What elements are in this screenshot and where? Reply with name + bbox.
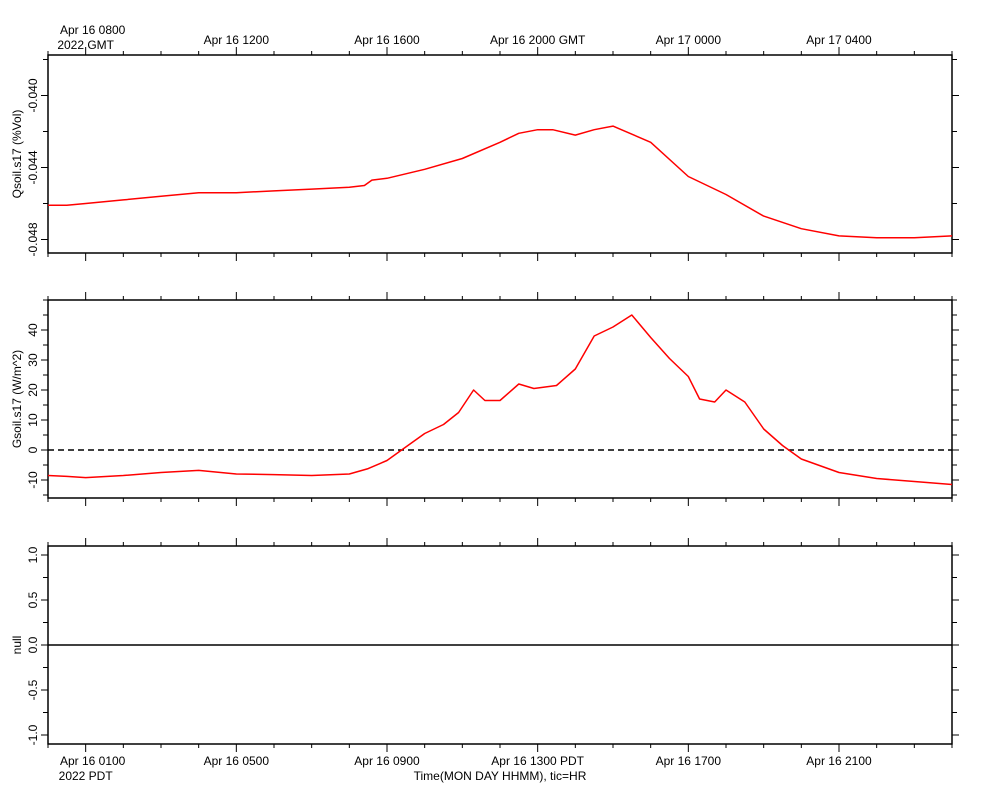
y-tick-label: -0.044 bbox=[26, 150, 40, 184]
plot-frame bbox=[47, 54, 953, 254]
top-axis-label: Apr 16 2000 GMT bbox=[490, 33, 586, 47]
top-axis-label: Apr 17 0000 bbox=[656, 33, 722, 47]
y-tick-label: 10 bbox=[26, 413, 40, 427]
bottom-axis-label: Apr 16 2100 bbox=[806, 754, 872, 768]
series-line-0 bbox=[48, 125, 953, 239]
bottom-axis-label: 2022 PDT bbox=[59, 769, 114, 783]
y-tick-label: -1.0 bbox=[26, 724, 40, 745]
y-tick-label: -0.040 bbox=[26, 78, 40, 112]
top-axis-label: Apr 16 1200 bbox=[204, 33, 270, 47]
bottom-axis-label: Apr 16 0900 bbox=[354, 754, 420, 768]
y-tick-label: 30 bbox=[26, 353, 40, 367]
y-axis-label: null bbox=[10, 636, 24, 655]
y-tick-label: 0.0 bbox=[26, 636, 40, 653]
y-tick-label: 0 bbox=[26, 446, 40, 453]
y-tick-label: 20 bbox=[26, 383, 40, 397]
y-axis-label: Gsoil.s17 (W/m^2) bbox=[10, 350, 24, 448]
y-tick-label: 1.0 bbox=[26, 546, 40, 563]
bottom-axis-label: Apr 16 0500 bbox=[204, 754, 270, 768]
bottom-axis-label: Apr 16 1300 PDT bbox=[491, 754, 584, 768]
y-tick-label: -0.5 bbox=[26, 679, 40, 700]
top-axis-label: Apr 16 0800 bbox=[60, 23, 126, 37]
bottom-axis-label: Apr 16 1700 bbox=[656, 754, 722, 768]
y-tick-label: 40 bbox=[26, 323, 40, 337]
y-tick-label: 0.5 bbox=[26, 591, 40, 608]
y-axis-label: Qsoil.s17 (%Vol) bbox=[10, 110, 24, 199]
y-tick-label: -10 bbox=[26, 471, 40, 489]
bottom-axis-label: Apr 16 0100 bbox=[60, 754, 126, 768]
x-axis-title: Time(MON DAY HHMM), tic=HR bbox=[414, 769, 587, 783]
plot-frame bbox=[47, 299, 953, 499]
null-panel: -1.0 -0.5 0.0 0.5 1.0 null bbox=[10, 538, 959, 752]
top-axis-label: 2022 GMT bbox=[57, 38, 114, 52]
top-axis-label: Apr 17 0400 bbox=[806, 33, 872, 47]
series-line-0 bbox=[47, 314, 953, 486]
y-tick-label: -0.048 bbox=[26, 222, 40, 256]
top-axis-label: Apr 16 1600 bbox=[354, 33, 420, 47]
